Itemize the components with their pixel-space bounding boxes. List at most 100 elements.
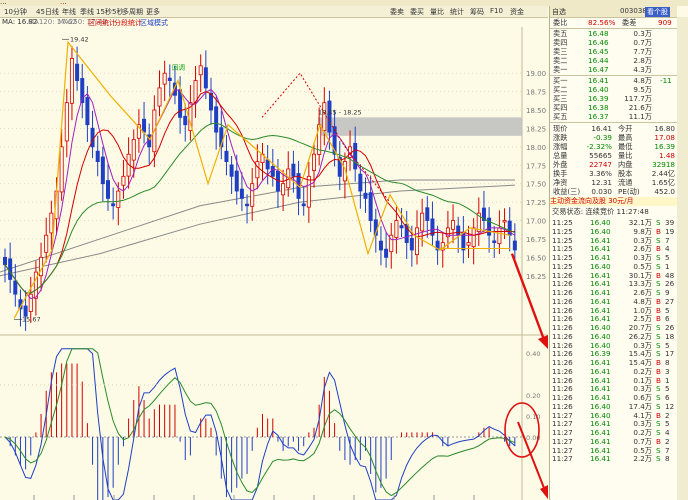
weicha-value: 909 [658, 18, 672, 27]
candle-body [425, 207, 430, 221]
tick-row: 11:26 16.41 1.0万 B 5 [550, 306, 677, 315]
ask-price: 16.48 [588, 29, 609, 38]
tick-time: 11:26 [552, 401, 573, 411]
stat-value: -2.32% [586, 142, 612, 151]
ask-row[interactable]: 卖一 16.47 4.3万 [550, 65, 677, 74]
stat-label: 流通 [618, 178, 633, 187]
tick-side: S [656, 401, 661, 411]
tick-price: 16.41 [590, 314, 611, 324]
bid-row[interactable]: 买四 16.38 21.6万 [550, 103, 677, 112]
tab-watchlist[interactable]: 自选 [552, 8, 566, 16]
tick-volume: 32.1万 [628, 218, 652, 227]
chart-annotation: 19.42 [70, 35, 89, 43]
tick-side: S [656, 235, 661, 245]
forecast-arrow-head [538, 335, 548, 349]
tick-count: 2 [665, 410, 670, 420]
bid-price: 16.40 [588, 85, 609, 94]
tick-volume: 15.4万 [628, 349, 652, 359]
ask-row[interactable]: 卖二 16.44 2.8万 [550, 56, 677, 65]
tick-time: 11:26 [552, 375, 573, 385]
bid-row[interactable]: 买二 16.40 9.5万 [550, 85, 677, 94]
stat-row: 收益(三) 0.030 PE(动) 452.0 [550, 187, 677, 196]
candle-body [353, 142, 358, 170]
candle-body [414, 227, 419, 256]
ma-legend-item: MA120: 17.62 [28, 18, 77, 26]
toolbar-item[interactable]: 更多 [146, 8, 160, 16]
trend-dashed-line [261, 72, 391, 203]
toolbar-right-button[interactable]: 筹码 [470, 8, 484, 16]
toolbar-item[interactable]: 年线 [62, 8, 76, 16]
candle-body [342, 161, 347, 182]
tick-price: 16.41 [590, 253, 611, 262]
candle-body [430, 218, 435, 236]
ask-price: 16.45 [588, 47, 609, 56]
tick-volume: 2.5万 [633, 314, 652, 324]
candle-body [358, 173, 363, 192]
toolbar-item[interactable]: 多周期 [122, 8, 143, 16]
tick-time: 11:26 [552, 279, 573, 289]
toolbar-item[interactable]: 5秒 [112, 8, 124, 16]
tick-volume: 0.1万 [633, 375, 652, 385]
candle-body [492, 240, 497, 244]
bid-label: 买二 [553, 85, 568, 94]
toolbar-right-button[interactable]: 统计 [450, 8, 464, 16]
candle-body [85, 97, 90, 126]
tick-side: B [656, 358, 661, 367]
candle-body [322, 102, 327, 131]
tick-volume: 20.7万 [628, 323, 652, 332]
promo-banner[interactable]: 主动资金流向及股 30元/月 [550, 197, 677, 206]
tick-row: 11:26 16.40 26.2万 S 18 [550, 332, 677, 341]
bid-row[interactable]: 买五 16.37 11.1万 [550, 112, 677, 121]
tick-time: 11:26 [552, 384, 573, 394]
price-tick-label: 18.00 [526, 144, 546, 152]
chart-annotation: 回调 [172, 63, 185, 72]
tick-count: 39 [665, 218, 675, 227]
tick-count: 5 [665, 419, 670, 429]
toolbar-item[interactable]: 45日线 [36, 8, 59, 16]
tick-time: 11:26 [552, 349, 573, 359]
toolbar-right-button[interactable]: 量比 [430, 8, 444, 16]
ma-legend-item: MA250: 17.42 [58, 18, 107, 26]
tick-count: 19 [665, 226, 675, 236]
right-scrollbar[interactable] [676, 17, 688, 500]
ma120-line [0, 179, 515, 273]
toolbar-right-button[interactable]: 委买 [410, 8, 424, 16]
stat-value: 16.39 [654, 142, 675, 151]
bid-row[interactable]: 买三 16.39 117.7万 [550, 94, 677, 103]
candle-body [111, 203, 116, 207]
tab-stock-link[interactable]: 看个股 [645, 7, 670, 17]
candle-body [13, 280, 18, 295]
candle-body [502, 220, 507, 223]
tick-side: S [656, 323, 661, 332]
ma-legend-item: 区域模式 [140, 19, 168, 27]
tick-count: 17 [665, 349, 675, 359]
toolbar-right-button[interactable]: F10 [490, 7, 503, 15]
tick-time: 11:26 [552, 296, 573, 306]
toolbar-item[interactable]: 15秒 [96, 8, 112, 16]
tick-side: B [656, 270, 661, 280]
tick-volume: 4.8万 [633, 296, 652, 306]
tick-price: 16.41 [590, 375, 611, 385]
toolbar-item[interactable]: 10分钟 [4, 8, 27, 16]
ask-row[interactable]: 卖三 16.45 7.7万 [550, 47, 677, 56]
candle-body [59, 146, 64, 193]
macd-tick-label: 0.10 [526, 413, 540, 421]
candle-body [384, 248, 389, 258]
weicha-label: 委差 [622, 18, 637, 27]
tick-volume: 9.8万 [633, 226, 652, 236]
ask-row[interactable]: 卖五 16.48 0.3万 [550, 29, 677, 38]
kline-chart[interactable]: 19.00 18.75 18.50 18.25 18.00 17.75 17.50 17.25… [0, 27, 548, 500]
tick-time: 11:27 [552, 410, 573, 420]
tick-price: 16.41 [590, 305, 611, 315]
toolbar-right-button[interactable]: 委卖 [390, 8, 404, 16]
candle-body [311, 153, 316, 171]
ask-row[interactable]: 卖四 16.46 0.7万 [550, 38, 677, 47]
toolbar-right-button[interactable]: 资金 [510, 8, 524, 16]
stat-value: 1.48 [658, 151, 675, 160]
stat-value: 32918 [652, 160, 675, 169]
toolbar-item[interactable]: 季线 [80, 8, 94, 16]
tick-side: S [656, 349, 661, 359]
tick-side: B [656, 314, 661, 324]
tick-price: 16.41 [590, 270, 611, 280]
bid-row[interactable]: 买一 16.41 4.8万 -11 [550, 76, 677, 85]
